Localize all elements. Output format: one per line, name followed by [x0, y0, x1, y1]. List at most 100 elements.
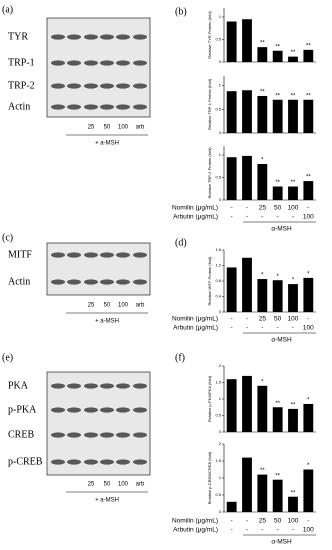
blot-band	[116, 60, 130, 66]
bar	[226, 379, 237, 432]
blot-band	[67, 104, 81, 110]
treatment-value: 100	[288, 518, 299, 525]
bar	[257, 47, 268, 62]
blot-band	[67, 34, 81, 40]
blot-band	[51, 383, 65, 389]
y-tick-label: 1.5	[215, 380, 221, 385]
y-tick-label: 0	[219, 429, 222, 434]
blot-band	[67, 252, 81, 258]
panel-label: (d)	[175, 237, 187, 248]
significance-label: **	[275, 180, 280, 186]
y-tick-label: 1	[219, 152, 222, 157]
blot-band	[100, 83, 114, 89]
blot-band	[116, 383, 130, 389]
treatment-value: -	[292, 325, 294, 332]
bar	[226, 21, 237, 62]
bar	[288, 408, 298, 432]
bar	[303, 49, 314, 62]
blot-band	[67, 279, 81, 285]
blot-band	[51, 60, 65, 66]
blot-band	[67, 83, 81, 89]
treatment-value: -	[231, 325, 233, 332]
bar	[288, 284, 298, 312]
significance-label: **	[291, 180, 296, 186]
treatment-row-name: Nomilin (μg/mL)	[172, 205, 218, 212]
treatment-value: -	[277, 325, 279, 332]
treatment-value: -	[307, 316, 309, 323]
y-tick-label: 0	[219, 509, 222, 514]
blot-band	[116, 83, 130, 89]
lane-label: arb	[136, 125, 145, 131]
y-tick-label: 1	[219, 14, 222, 19]
treatment-label: + a-MSH	[95, 319, 119, 325]
blot-row-label: MITF	[8, 249, 32, 260]
bar	[303, 277, 314, 312]
blot-band	[51, 459, 65, 465]
bar	[272, 407, 283, 432]
y-tick-label: 1.2	[215, 263, 221, 268]
treatment-value: -	[231, 527, 233, 534]
blot-band	[100, 252, 114, 258]
blot-band	[100, 407, 114, 413]
y-tick-label: 0	[219, 59, 222, 64]
significance-label: *	[276, 274, 279, 280]
y-tick-label: 0.8	[215, 278, 221, 283]
significance-label: *	[261, 273, 264, 279]
significance-label: **	[291, 402, 296, 408]
treatment-row-name: Arbutin (μg/mL)	[173, 527, 218, 534]
y-axis-label: Relative TYR Protein (fold)	[207, 11, 212, 59]
lane-label: 100	[118, 125, 129, 131]
lane-label: 25	[88, 303, 95, 309]
bar	[303, 403, 314, 432]
lane-label: 25	[88, 482, 95, 488]
treatment-value: -	[246, 214, 248, 221]
significance-label: **	[291, 50, 296, 56]
significance-label: **	[291, 93, 296, 99]
significance-label: *	[307, 398, 310, 404]
blot-band	[84, 60, 98, 66]
bar	[226, 157, 237, 200]
blot-band	[84, 83, 98, 89]
treatment-value: -	[307, 518, 309, 525]
treatment-value: -	[261, 325, 263, 332]
y-tick-label: 0.5	[215, 175, 221, 180]
blot-band	[100, 60, 114, 66]
bar	[242, 90, 252, 133]
treatment-value: 25	[259, 518, 267, 525]
treatment-value: 100	[288, 205, 299, 212]
significance-label: **	[260, 468, 265, 474]
blot-band	[51, 407, 65, 413]
treatment-value: 50	[274, 518, 282, 525]
blot-band	[67, 432, 81, 438]
blot-band	[100, 34, 114, 40]
blot-band	[67, 459, 81, 465]
blot-band	[84, 252, 98, 258]
blot-band	[133, 279, 147, 285]
treatment-value: -	[307, 205, 309, 212]
significance-label: **	[306, 93, 311, 99]
blot-band	[133, 104, 147, 110]
treatment-value: -	[277, 214, 279, 221]
treatment-value: -	[261, 214, 263, 221]
blot-row-label: TRP-1	[8, 57, 35, 68]
bar	[272, 186, 283, 200]
treatment-value: -	[246, 205, 248, 212]
treatment-value: 25	[259, 205, 267, 212]
blot-band	[133, 252, 147, 258]
treatment-value: 50	[274, 316, 282, 323]
treatment-value: -	[231, 316, 233, 323]
treatment-value: 50	[274, 205, 282, 212]
y-tick-label: 0	[219, 197, 222, 202]
significance-label: **	[260, 41, 265, 47]
blot-band	[51, 34, 65, 40]
blot-band	[133, 407, 147, 413]
treatment-value: 100	[288, 316, 299, 323]
significance-label: **	[275, 473, 280, 479]
blot-band	[84, 383, 98, 389]
lane-label: 100	[118, 482, 129, 488]
bar	[288, 496, 298, 512]
y-axis-label: Relative p-CREB/CREB (fold)	[207, 451, 212, 504]
treatment-value: -	[246, 316, 248, 323]
blot-band	[84, 279, 98, 285]
blot-frame	[46, 371, 151, 476]
